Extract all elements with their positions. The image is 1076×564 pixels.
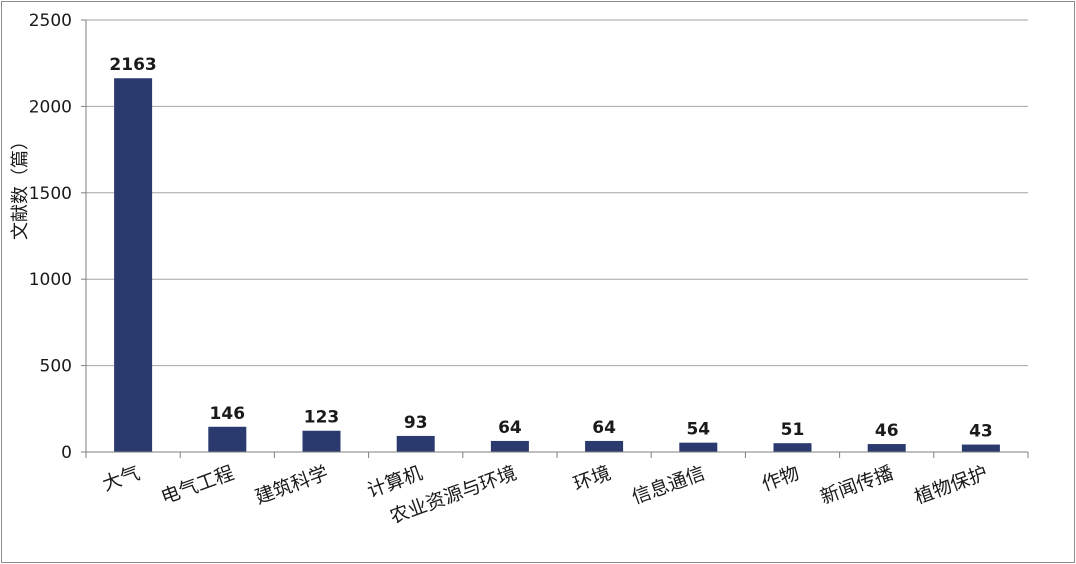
data-label: 64 <box>498 418 522 438</box>
bar <box>208 426 247 452</box>
y-tick-label: 0 <box>61 443 72 463</box>
y-axis-label: 文献数（篇） <box>10 132 31 240</box>
x-category-label: 大气 <box>100 462 143 496</box>
data-label: 46 <box>875 421 899 441</box>
data-labels: 2163 146 123 93 64 64 54 51 46 43 <box>109 55 992 441</box>
x-category-label: 新闻传播 <box>817 462 896 509</box>
bar <box>961 444 1000 452</box>
data-label: 93 <box>404 413 428 433</box>
bar <box>679 442 718 452</box>
data-label: 146 <box>210 404 246 424</box>
bar <box>396 435 435 452</box>
bar <box>490 440 529 452</box>
x-category-label: 作物 <box>759 462 802 496</box>
data-label: 64 <box>592 418 616 438</box>
x-category-label: 环境 <box>571 462 614 496</box>
y-tick-label: 500 <box>40 357 72 377</box>
x-axis <box>85 451 1029 458</box>
x-category-label: 电气工程 <box>158 462 237 509</box>
data-label: 43 <box>969 422 993 442</box>
data-label: 51 <box>781 420 805 440</box>
bar <box>867 444 906 452</box>
x-category-label: 建筑科学 <box>252 462 331 509</box>
bar <box>585 440 624 452</box>
bar <box>773 443 812 452</box>
gridlines <box>86 19 1028 367</box>
data-label: 123 <box>304 408 340 428</box>
y-tick-label: 1000 <box>29 270 72 290</box>
y-tick-label: 2000 <box>29 97 72 117</box>
bars <box>114 78 1000 453</box>
x-category-label: 植物保护 <box>912 462 991 509</box>
bar <box>302 430 341 452</box>
data-label: 2163 <box>109 55 156 75</box>
y-tick-label: 1500 <box>29 184 72 204</box>
x-category-label: 信息通信 <box>629 462 708 509</box>
y-tick-label: 2500 <box>29 11 72 31</box>
data-label: 54 <box>686 420 710 440</box>
bar <box>114 78 153 453</box>
y-axis-ticks: 0 500 1000 1500 2000 2500 <box>29 11 87 463</box>
